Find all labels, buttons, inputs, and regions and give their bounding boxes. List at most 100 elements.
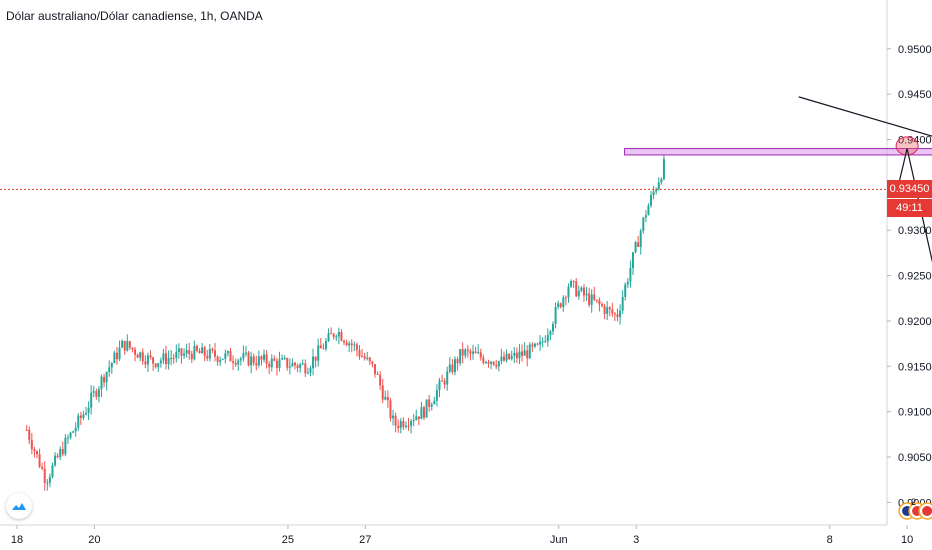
candle-down: [389, 400, 392, 419]
candle-down: [206, 355, 209, 359]
candle-up: [74, 427, 77, 432]
candle-up: [546, 335, 549, 342]
candle-up: [647, 205, 650, 216]
candle-down: [343, 340, 346, 343]
candle-up: [306, 372, 309, 374]
candle-up: [621, 296, 624, 311]
y-tick-label: 0.95000: [898, 44, 932, 56]
candle-up: [113, 352, 116, 364]
candle-down: [637, 242, 640, 247]
candle-up: [46, 482, 49, 484]
candle-down: [319, 345, 322, 349]
candle-down: [234, 362, 237, 365]
candle-up: [639, 231, 642, 247]
candle-down: [593, 294, 596, 300]
candle-up: [433, 400, 436, 405]
candle-down: [286, 357, 289, 368]
candle-up: [513, 352, 516, 356]
candle-down: [41, 466, 44, 469]
candle-down: [35, 451, 38, 455]
candle-up: [438, 380, 441, 391]
candle-up: [510, 355, 513, 360]
candle-down: [451, 364, 454, 373]
candle-down: [376, 373, 379, 375]
candle-down: [422, 407, 425, 418]
candle-down: [461, 349, 464, 356]
x-tick-label: 10: [901, 534, 913, 546]
candle-up: [348, 343, 351, 346]
candle-down: [28, 429, 31, 441]
candle-down: [521, 351, 524, 356]
candle-up: [448, 364, 451, 372]
candle-up: [221, 358, 224, 360]
candle-down: [515, 352, 518, 359]
candle-down: [229, 351, 232, 362]
candle-down: [588, 293, 591, 305]
candle-down: [402, 420, 405, 427]
candle-down: [25, 429, 28, 431]
candle-down: [536, 343, 539, 345]
touch-point-marker[interactable]: [895, 136, 919, 156]
resistance-zone[interactable]: [624, 148, 932, 156]
candle-up: [72, 431, 75, 433]
candle-down: [373, 364, 376, 374]
candle-down: [203, 347, 206, 356]
descending-trendline[interactable]: [798, 96, 932, 155]
candle-up: [453, 359, 456, 373]
candle-down: [103, 376, 106, 383]
candle-up: [317, 345, 320, 361]
candle-up: [384, 396, 387, 400]
candle-down: [190, 353, 193, 360]
candle-down: [417, 416, 420, 420]
projection-arrow[interactable]: [896, 148, 932, 339]
candle-up: [281, 358, 284, 360]
candle-down: [598, 300, 601, 305]
candle-up: [624, 284, 627, 297]
x-tick-label: 27: [359, 534, 371, 546]
candle-down: [355, 344, 358, 351]
candle-down: [603, 306, 606, 314]
candle-up: [415, 416, 418, 420]
event-count-label: 2: [911, 497, 916, 507]
candle-up: [425, 399, 428, 418]
candle-down: [268, 363, 271, 368]
candle-down: [363, 356, 366, 359]
candle-down: [154, 363, 157, 368]
candle-down: [616, 314, 619, 318]
candle-down: [260, 356, 263, 360]
candle-down: [487, 361, 490, 364]
candle-up: [631, 252, 634, 269]
candle-down: [407, 425, 410, 427]
candle-up: [170, 357, 173, 359]
candle-up: [237, 360, 240, 365]
candle-up: [629, 268, 632, 282]
candle-down: [526, 350, 529, 359]
candle-down: [211, 348, 214, 351]
candle-down: [214, 350, 217, 357]
candle-up: [606, 307, 609, 314]
candle-down: [559, 303, 562, 308]
candle-down: [361, 356, 364, 358]
candle-up: [541, 341, 544, 343]
candle-down: [466, 349, 469, 352]
candle-up: [312, 356, 315, 369]
tradingview-logo-icon[interactable]: [6, 493, 32, 519]
candle-down: [38, 454, 41, 467]
candle-down: [273, 358, 276, 361]
candle-down: [30, 440, 33, 450]
candle-down: [152, 357, 155, 364]
candle-up: [500, 356, 503, 362]
candle-up: [97, 389, 100, 397]
candle-up: [100, 376, 103, 390]
candle-up: [64, 437, 67, 455]
candle-down: [275, 360, 278, 368]
candle-down: [456, 359, 459, 364]
candle-down: [43, 468, 46, 483]
candle-down: [381, 385, 384, 400]
candle-down: [379, 374, 382, 386]
candle-up: [650, 194, 653, 206]
candle-up: [193, 345, 196, 360]
candle-down: [469, 351, 472, 354]
